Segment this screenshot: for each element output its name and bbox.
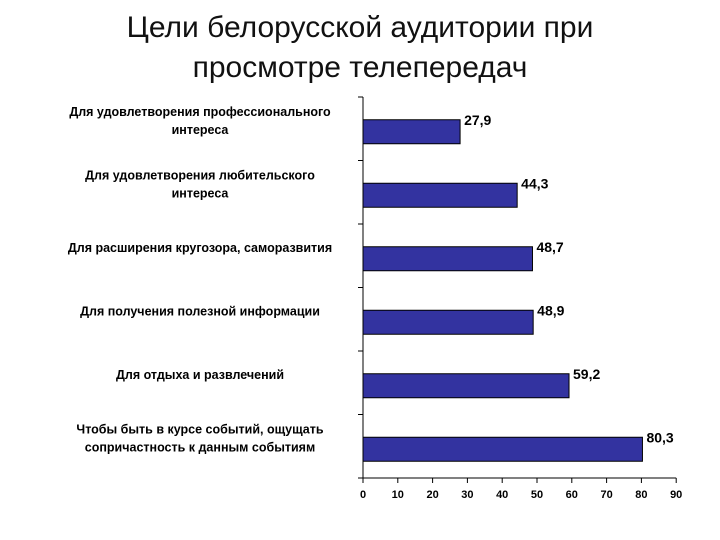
bar-value-label: 48,9 — [537, 302, 564, 318]
category-label: Для удовлетворения любительского интереса — [85, 168, 315, 200]
bar-value-label: 48,7 — [536, 239, 563, 255]
x-tick-label: 60 — [566, 489, 578, 501]
category-label-line: Для получения полезной информации — [80, 304, 320, 318]
x-tick-label: 20 — [426, 489, 438, 501]
category-label-line: интереса — [172, 123, 230, 137]
bar-value-label: 27,9 — [464, 112, 491, 128]
x-tick-label: 10 — [392, 489, 404, 501]
category-label: Для удовлетворения профессионального инте… — [69, 105, 331, 137]
category-label-line: сопричастность к данным событиям — [85, 440, 315, 454]
chart-title-line-1: Цели белорусской аудитории при — [126, 11, 594, 44]
chart-title: Цели белорусской аудитории при просмотре… — [0, 8, 720, 88]
x-tick-label: 50 — [531, 489, 543, 501]
category-label: Для расширения кругозора, саморазвития — [68, 241, 332, 255]
x-tick-label: 30 — [461, 489, 473, 501]
category-label-line: Для расширения кругозора, саморазвития — [68, 241, 332, 255]
bar — [362, 436, 643, 462]
bar-value-label: 59,2 — [573, 366, 600, 382]
category-label: Для отдыха и развлечений — [116, 368, 284, 382]
category-label: Чтобы быть в курсе событий, ощущать сопри… — [76, 422, 323, 454]
category-label-line: интереса — [172, 186, 230, 200]
chart-title-line-2: просмотре телепередач — [192, 51, 528, 84]
x-tick-label: 70 — [600, 489, 612, 501]
category-label-line: Для удовлетворения любительского — [85, 168, 315, 182]
bar-value-label: 80,3 — [646, 429, 673, 445]
category-label-line: Чтобы быть в курсе событий, ощущать — [76, 422, 323, 436]
bar — [362, 119, 461, 145]
bar — [362, 373, 570, 399]
bar — [362, 309, 534, 335]
x-tick-label: 80 — [635, 489, 647, 501]
x-tick-label: 40 — [496, 489, 508, 501]
category-label: Для получения полезной информации — [80, 304, 320, 318]
bar — [362, 246, 533, 272]
bar — [362, 182, 518, 208]
bar-value-label: 44,3 — [521, 175, 548, 191]
category-label-line: Для отдыха и развлечений — [116, 368, 284, 382]
x-tick-label: 0 — [360, 489, 366, 501]
x-tick-label: 90 — [670, 489, 682, 501]
category-label-line: Для удовлетворения профессионального — [69, 105, 331, 119]
